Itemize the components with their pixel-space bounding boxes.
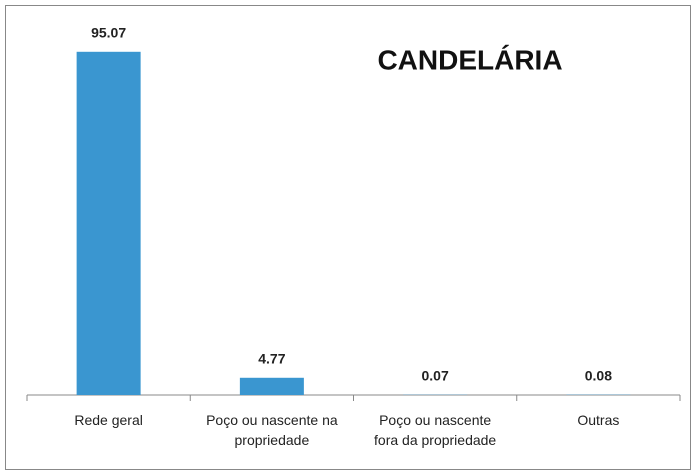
- chart-title: CANDELÁRIA: [377, 44, 562, 75]
- x-tick-label: Poço ou nascente fora da propriedade: [374, 412, 497, 448]
- data-label: 95.07: [91, 25, 126, 41]
- x-tick-label: Outras: [577, 412, 620, 428]
- x-tick-label: Poço ou nascente na propriedade: [206, 412, 338, 448]
- bar: [76, 51, 141, 395]
- data-label: 4.77: [258, 350, 285, 366]
- bar: [239, 377, 304, 395]
- data-label: 0.07: [422, 367, 449, 383]
- x-tick-label: Rede geral: [74, 412, 143, 428]
- data-label: 0.08: [585, 367, 612, 383]
